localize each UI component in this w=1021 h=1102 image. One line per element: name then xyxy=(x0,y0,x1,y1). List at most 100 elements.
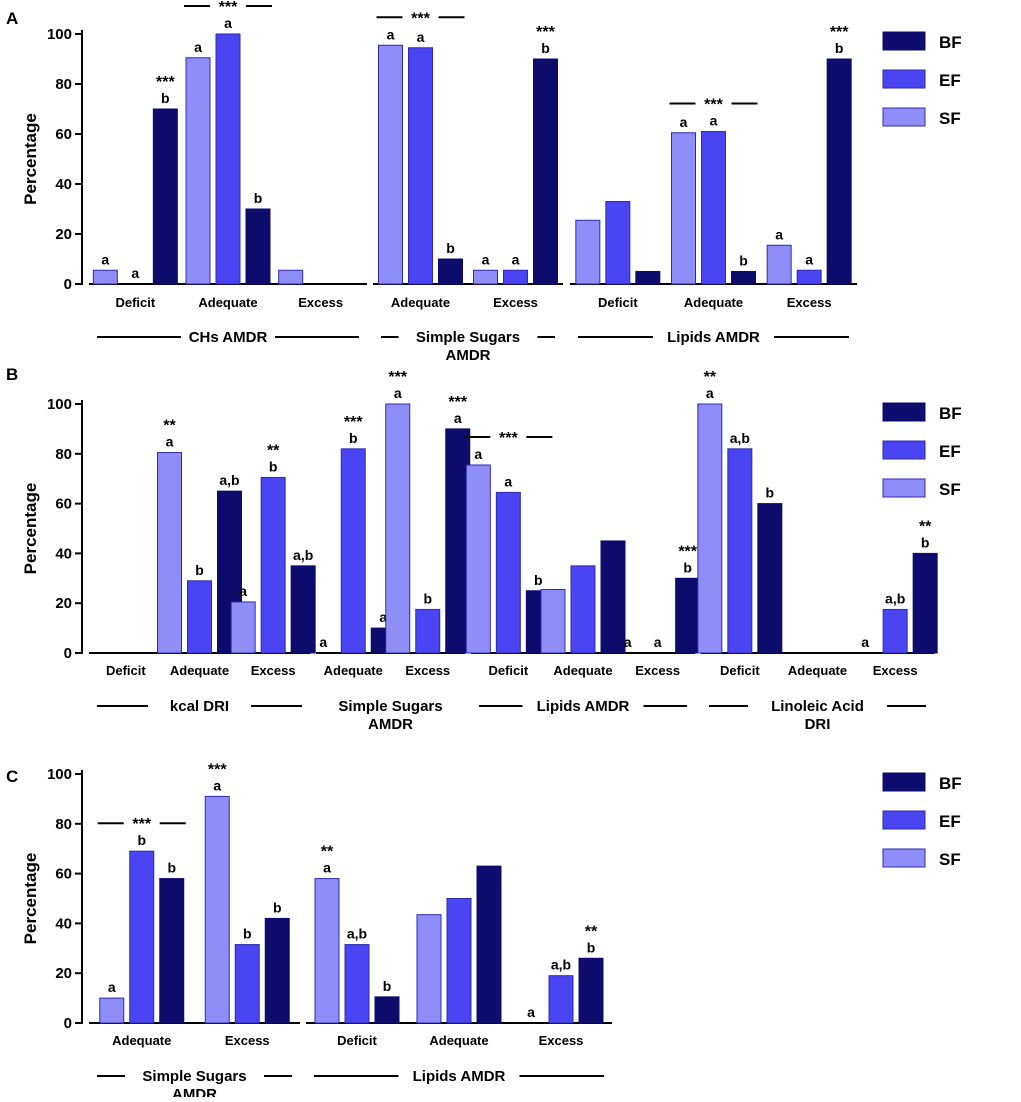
legend-swatch-ef xyxy=(882,440,926,460)
category-label: Excess xyxy=(873,663,918,678)
bar-bf xyxy=(374,996,400,1024)
group-label: CHs AMDR xyxy=(189,329,268,346)
bar-ef xyxy=(796,269,822,285)
bar-ef xyxy=(129,850,155,1024)
significance-letter: b xyxy=(137,832,146,848)
y-tick-label: 0 xyxy=(64,276,72,293)
group-label: Lipids AMDR xyxy=(413,1068,506,1085)
category-excess: Excess a*** b b xyxy=(204,761,290,1048)
bar-ef xyxy=(605,201,631,285)
y-tick-label: 80 xyxy=(55,446,72,463)
bar-sf xyxy=(378,44,403,285)
significance-stars: *** xyxy=(536,24,555,41)
category-label: Deficit xyxy=(598,295,638,310)
category-label: Deficit xyxy=(720,663,760,678)
category-adequate: Adequate a** b a,b xyxy=(157,418,242,678)
group-label: Linoleic Acid xyxy=(771,698,864,715)
significance-letter: a xyxy=(474,446,482,462)
significance-stars: *** xyxy=(344,414,363,431)
group-label: Lipids AMDR xyxy=(537,698,630,715)
significance-letter: b xyxy=(243,926,252,942)
significance-letter: a xyxy=(319,634,327,650)
significance-letter: a xyxy=(512,251,520,267)
category-adequate: Adequate xyxy=(540,540,626,678)
significance-stars: *** xyxy=(448,394,467,411)
significance-stars: ** xyxy=(267,442,280,459)
category-deficit: Deficit a** a,b b xyxy=(314,844,400,1048)
category-excess: Excess a a b*** xyxy=(766,24,852,310)
y-axis-label: Percentage xyxy=(21,483,40,575)
category-label: Excess xyxy=(635,663,680,678)
bar-sf xyxy=(473,269,498,285)
significance-letter: a xyxy=(504,473,512,489)
significance-stars: *** xyxy=(388,369,407,386)
bar-ef xyxy=(215,33,241,285)
y-tick-label: 0 xyxy=(64,1015,72,1032)
panel-C: C020406080100PercentageAdequateabb***Exc… xyxy=(6,761,962,1102)
category-label: Deficit xyxy=(106,663,146,678)
significance-letter: a xyxy=(131,265,139,281)
group-0: Deficit Adequatea**ba,bExcessab**a,bkcal … xyxy=(89,418,316,715)
category-adequate: Adequate a a b *** xyxy=(669,97,758,310)
category-label: Excess xyxy=(298,295,343,310)
bar-ef xyxy=(408,47,433,285)
category-label: Adequate xyxy=(788,663,847,678)
significance-letter: a xyxy=(805,251,813,267)
panel-letter: B xyxy=(6,365,18,384)
bar-sf xyxy=(314,878,340,1024)
y-tick-label: 100 xyxy=(47,26,72,43)
bar-sf xyxy=(157,452,182,654)
significance-letter: a xyxy=(166,434,174,450)
legend-label: BF xyxy=(939,774,962,793)
legend-label: EF xyxy=(939,71,961,90)
significance-letter: b xyxy=(383,978,392,994)
significance-letter: a,b xyxy=(347,926,367,942)
group-label: DRI xyxy=(805,716,831,733)
legend-swatch-bf xyxy=(882,31,926,51)
category-label: Deficit xyxy=(488,663,528,678)
significance-letter: b xyxy=(167,860,176,876)
category-adequate: Adequate a b*** a xyxy=(319,414,396,678)
bar-sf xyxy=(185,57,211,285)
significance-letter: b xyxy=(541,40,550,56)
legend: BF EF SF xyxy=(882,31,962,128)
y-tick-label: 80 xyxy=(55,76,72,93)
panel-letter: C xyxy=(6,767,18,786)
bar-ef xyxy=(340,448,366,654)
category-label: Adequate xyxy=(324,663,383,678)
significance-letter: a,b xyxy=(551,957,571,973)
bar-bf xyxy=(912,552,938,654)
significance-stars: ** xyxy=(919,518,932,535)
category-label: Adequate xyxy=(553,663,612,678)
category-label: Excess xyxy=(539,1033,584,1048)
y-tick-label: 100 xyxy=(47,766,72,783)
significance-letter: a xyxy=(710,113,718,129)
category-label: Deficit xyxy=(115,295,155,310)
y-tick-label: 100 xyxy=(47,396,72,413)
bar-bf xyxy=(731,271,756,285)
significance-stars: *** xyxy=(830,24,849,41)
bar-sf xyxy=(204,795,230,1024)
category-label: Excess xyxy=(225,1033,270,1048)
legend-swatch-bf xyxy=(882,402,926,422)
bracket-stars: *** xyxy=(499,430,518,447)
bar-bf xyxy=(445,428,471,654)
bar-bf xyxy=(826,58,852,285)
legend: BF EF SF xyxy=(882,772,962,869)
group-label: Simple Sugars xyxy=(338,698,442,715)
category-label: Adequate xyxy=(391,295,450,310)
y-axis-label: Percentage xyxy=(21,113,40,205)
significance-stars: *** xyxy=(208,761,227,778)
significance-stars: ** xyxy=(321,844,334,861)
significance-letter: a,b xyxy=(885,590,905,606)
legend-swatch-bf xyxy=(882,772,926,792)
bar-ef xyxy=(727,448,753,654)
bar-bf xyxy=(600,540,626,654)
y-tick-label: 40 xyxy=(55,915,72,932)
bar-ef xyxy=(415,608,441,654)
bar-bf xyxy=(438,258,463,285)
